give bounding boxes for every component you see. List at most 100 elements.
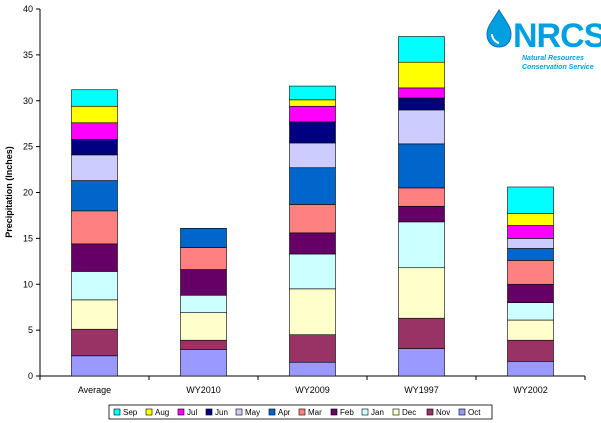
logo-subtitle-line2: Conservation Service <box>522 64 594 71</box>
logo-brand: NRCS <box>513 17 601 55</box>
bar-segment-dec <box>71 299 118 330</box>
y-tick-label: 10 <box>23 279 33 289</box>
bar-segment-apr <box>180 227 227 248</box>
bar-segment-apr <box>507 248 554 261</box>
legend-swatch-jun <box>205 408 213 416</box>
bar-segment-dec <box>507 319 554 341</box>
legend-label-apr: Apr <box>278 408 291 417</box>
legend-swatch-aug <box>145 408 153 416</box>
legend-swatch-jan <box>361 408 369 416</box>
bar-segment-aug <box>398 61 445 89</box>
bar-segment-aug <box>71 105 118 124</box>
bar-segment-sep <box>71 89 118 107</box>
bar-segment-apr <box>71 180 118 212</box>
legend-label-may: May <box>245 408 260 417</box>
legend-swatch-apr <box>268 408 276 416</box>
bar-segment-jul <box>289 105 336 123</box>
bar-segment-feb <box>398 205 445 223</box>
bar-segment-oct <box>398 348 445 377</box>
bar-segment-jan <box>507 302 554 321</box>
bar-segment-nov <box>180 339 227 350</box>
y-tick-label: 40 <box>23 4 33 14</box>
bar-segment-jul <box>71 122 118 140</box>
bar-segment-feb <box>289 232 336 255</box>
x-tick-label: WY2009 <box>295 385 330 395</box>
legend-label-mar: Mar <box>308 408 322 417</box>
bar-segment-feb <box>71 243 118 272</box>
bar-segment-jan <box>180 294 227 313</box>
bar-segment-dec <box>398 267 445 319</box>
bar-segment-may <box>398 109 445 145</box>
bar-segment-aug <box>289 99 336 107</box>
plot-area: 0 5 10 15 20 25 30 35 40 Average WY2010 WY2009 WY199… <box>23 4 586 395</box>
bar-segment-jan <box>289 253 336 290</box>
legend-label-oct: Oct <box>468 408 481 417</box>
y-tick-label: 0 <box>28 371 33 381</box>
legend-label-dec: Dec <box>402 408 416 417</box>
x-tick-label: WY1997 <box>404 385 439 395</box>
y-tick-label: 30 <box>23 96 33 106</box>
legend-label-nov: Nov <box>436 408 450 417</box>
x-tick-label: WY2010 <box>186 385 221 395</box>
bar-segment-oct <box>180 349 227 377</box>
bar-segment-apr <box>289 167 336 205</box>
bar-segment-jun <box>71 138 118 156</box>
bar-segment-dec <box>180 312 227 341</box>
bar-segment-mar <box>71 210 118 245</box>
bar-segment-jun <box>398 97 445 111</box>
legend-swatch-jul <box>177 408 185 416</box>
bar-segment-nov <box>398 317 445 349</box>
legend-label-jul: Jul <box>187 408 197 417</box>
bar-segment-nov <box>507 339 554 362</box>
x-tick-label: Average <box>78 385 111 395</box>
legend-label-feb: Feb <box>340 408 354 417</box>
bar-segment-aug <box>507 213 554 226</box>
legend-swatch-oct <box>458 408 466 416</box>
legend-swatch-sep <box>113 408 121 416</box>
bar-segment-mar <box>180 247 227 270</box>
x-tick-label: WY2002 <box>513 385 548 395</box>
bar-segment-may <box>289 142 336 169</box>
bar-segment-dec <box>289 288 336 336</box>
bar-segment-apr <box>398 143 445 189</box>
bar-segment-oct <box>289 361 336 377</box>
legend-swatch-mar <box>298 408 306 416</box>
y-tick-label: 35 <box>23 50 33 60</box>
legend-label-jun: Jun <box>215 408 228 417</box>
bar-segment-oct <box>507 361 554 377</box>
legend-swatch-feb <box>330 408 338 416</box>
y-axis-label: Precipitation (Inches) <box>4 146 14 238</box>
nrcs-logo: NRCS Natural Resources Conservation Serv… <box>486 9 601 71</box>
bar-segment-mar <box>507 260 554 285</box>
y-tick-label: 5 <box>28 325 33 335</box>
bar-segment-may <box>507 238 554 249</box>
bar-segment-mar <box>289 204 336 234</box>
legend-label-aug: Aug <box>155 408 169 417</box>
legend: Sep Aug Jul Jun May Apr Mar Feb Jan Dec Nov Oct <box>108 404 493 420</box>
y-tick-label: 20 <box>23 188 33 198</box>
y-tick-label: 25 <box>23 142 33 152</box>
legend-label-sep: Sep <box>123 408 138 417</box>
legend-swatch-may <box>235 408 243 416</box>
bar-segment-jan <box>398 221 445 269</box>
y-tick-label: 15 <box>23 233 33 243</box>
bar-segment-jan <box>71 271 118 301</box>
bar-segment-sep <box>398 36 445 63</box>
logo-subtitle-line1: Natural Resources <box>522 55 584 62</box>
bar-segment-feb <box>507 283 554 303</box>
legend-label-jan: Jan <box>371 408 384 417</box>
legend-swatch-dec <box>392 408 400 416</box>
bar-segment-nov <box>71 328 118 357</box>
bar-segment-jul <box>507 225 554 239</box>
bar-segment-oct <box>71 355 118 377</box>
bar-segment-feb <box>180 269 227 296</box>
y-axis-label-group: Precipitation (Inches) <box>4 146 14 238</box>
bar-segment-may <box>71 154 118 181</box>
legend-swatch-nov <box>426 408 434 416</box>
bar-segment-jun <box>289 121 336 144</box>
bar-segment-jul <box>398 87 445 99</box>
bar-segment-nov <box>289 334 336 363</box>
bar-segment-sep <box>507 186 554 214</box>
bar-segment-sep <box>289 85 336 101</box>
